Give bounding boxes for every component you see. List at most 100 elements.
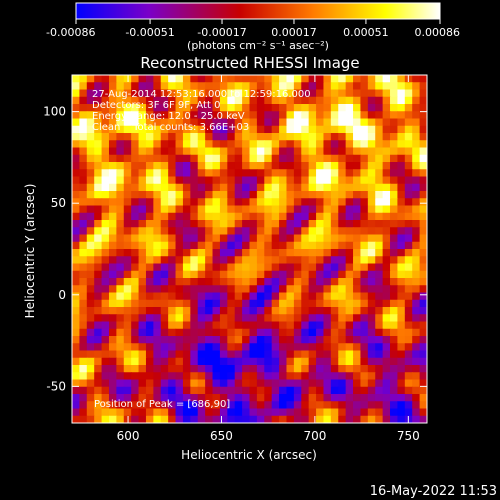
- heatmap-cell: [375, 379, 384, 388]
- heatmap-cell: [256, 133, 265, 141]
- heatmap-cell: [353, 82, 362, 91]
- heatmap-cell: [116, 314, 125, 323]
- heatmap-cell: [94, 285, 103, 294]
- heatmap-cell: [397, 328, 406, 337]
- heatmap-cell: [168, 394, 177, 402]
- heatmap-cell: [345, 249, 354, 257]
- heatmap-cell: [234, 220, 243, 228]
- heatmap-cell: [182, 386, 191, 395]
- heatmap-cell: [404, 365, 413, 373]
- heatmap-cell: [79, 212, 88, 221]
- heatmap-cell: [375, 299, 384, 308]
- heatmap-cell: [86, 220, 95, 228]
- heatmap-cell: [123, 140, 132, 149]
- heatmap-cell: [382, 227, 391, 236]
- heatmap-cell: [160, 365, 169, 373]
- heatmap-cell: [367, 89, 376, 98]
- heatmap-cell: [108, 89, 117, 98]
- heatmap-cell: [286, 336, 295, 344]
- heatmap-cell: [182, 154, 191, 163]
- heatmap-cell: [190, 220, 199, 228]
- heatmap-cell: [131, 75, 140, 83]
- heatmap-cell: [116, 176, 125, 185]
- heatmap-cell: [131, 314, 140, 323]
- heatmap-cell: [190, 278, 199, 286]
- heatmap-cell: [131, 198, 140, 207]
- heatmap-cell: [353, 299, 362, 308]
- heatmap-cell: [175, 176, 184, 185]
- heatmap-cell: [316, 104, 325, 112]
- heatmap-cell: [390, 118, 399, 127]
- heatmap-cell: [145, 198, 154, 207]
- heatmap-cell: [153, 372, 162, 381]
- heatmap-cell: [138, 328, 147, 337]
- heatmap-cell: [353, 169, 362, 178]
- heatmap-cell: [190, 198, 199, 207]
- heatmap-cell: [419, 328, 427, 337]
- heatmap-cell: [360, 169, 369, 178]
- heatmap-cell: [79, 321, 88, 330]
- heatmap-cell: [419, 263, 427, 272]
- heatmap-cell: [271, 365, 280, 373]
- heatmap-cell: [367, 125, 376, 134]
- heatmap-cell: [264, 111, 273, 120]
- heatmap-cell: [382, 118, 391, 127]
- heatmap-cell: [249, 154, 258, 163]
- heatmap-cell: [308, 350, 317, 359]
- heatmap-cell: [256, 307, 265, 315]
- heatmap-cell: [293, 96, 302, 105]
- heatmap-cell: [293, 365, 302, 373]
- heatmap-cell: [286, 234, 295, 243]
- heatmap-cell: [86, 256, 95, 265]
- heatmap-cell: [212, 89, 221, 98]
- heatmap-cell: [182, 408, 191, 417]
- heatmap-cell: [234, 169, 243, 178]
- heatmap-cell: [219, 292, 228, 301]
- heatmap-cell: [345, 357, 354, 366]
- chart-title: Reconstructed RHESSI Image: [140, 54, 359, 72]
- heatmap-cell: [108, 299, 117, 308]
- heatmap-cell: [205, 191, 214, 199]
- heatmap-cell: [249, 278, 258, 286]
- heatmap-cell: [219, 256, 228, 265]
- heatmap-cell: [145, 270, 154, 279]
- heatmap-cell: [286, 212, 295, 221]
- heatmap-cell: [353, 336, 362, 344]
- heatmap-cell: [256, 263, 265, 272]
- heatmap-cell: [382, 104, 391, 112]
- heatmap-cell: [153, 343, 162, 352]
- heatmap-cell: [249, 343, 258, 352]
- heatmap-cell: [168, 343, 177, 352]
- heatmap-cell: [419, 336, 427, 344]
- heatmap-cell: [367, 212, 376, 221]
- heatmap-cell: [182, 183, 191, 192]
- heatmap-cell: [197, 212, 206, 221]
- heatmap-cell: [375, 328, 384, 337]
- heatmap-cell: [138, 169, 147, 178]
- heatmap-cell: [338, 220, 347, 228]
- heatmap-cell: [94, 408, 103, 417]
- heatmap-cell: [264, 285, 273, 294]
- heatmap-cell: [108, 169, 117, 178]
- heatmap-cell: [345, 415, 354, 423]
- heatmap-cell: [330, 292, 339, 301]
- heatmap-cell: [419, 278, 427, 286]
- heatmap-cell: [286, 386, 295, 395]
- heatmap-cell: [419, 270, 427, 279]
- heatmap-cell: [175, 234, 184, 243]
- heatmap-cell: [160, 336, 169, 344]
- heatmap-cell: [205, 328, 214, 337]
- heatmap-cell: [412, 241, 421, 250]
- heatmap-cell: [242, 394, 251, 402]
- colorbar: [75, 2, 441, 20]
- heatmap-cell: [256, 394, 265, 402]
- heatmap-cell: [219, 169, 228, 178]
- heatmap-cell: [138, 154, 147, 163]
- heatmap-cell: [227, 328, 236, 337]
- heatmap-cell: [116, 89, 125, 98]
- heatmap-cell: [367, 75, 376, 83]
- heatmap-cell: [175, 285, 184, 294]
- heatmap-cell: [345, 75, 354, 83]
- heatmap-cell: [182, 75, 191, 83]
- heatmap-cell: [197, 162, 206, 170]
